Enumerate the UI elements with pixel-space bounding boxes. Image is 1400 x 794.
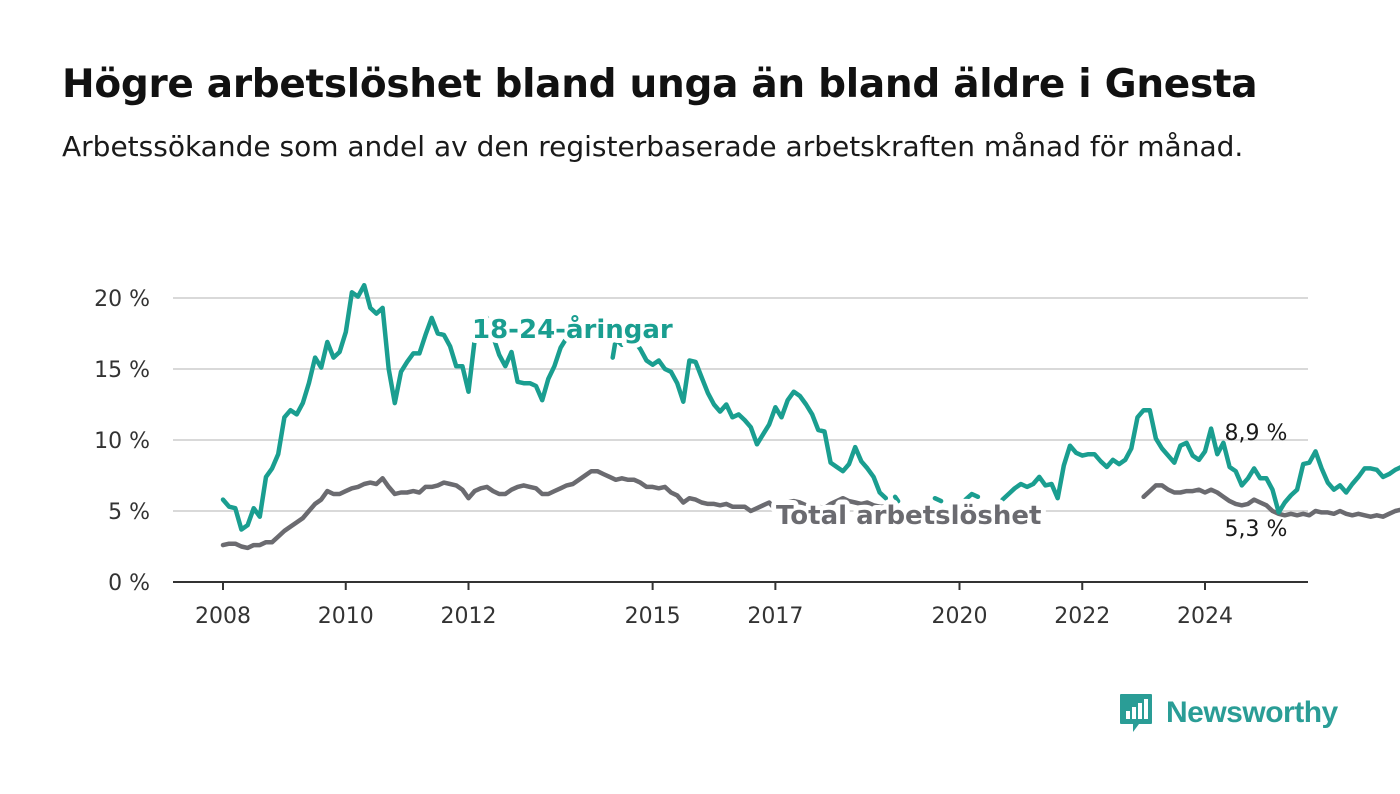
total-end-label: 5,3 % (1225, 517, 1288, 542)
total-series-line (220, 468, 1400, 551)
x-tick-label: 2015 (625, 604, 681, 629)
y-tick-label: 10 % (94, 429, 150, 454)
total-series-label: Total arbetslöshet (776, 501, 1041, 531)
series-labels: 18-24-åringar Total arbetslöshet 8,9 % 5,3 … (467, 308, 1288, 542)
x-tick-label: 2020 (932, 604, 988, 629)
newsworthy-logo-icon (1120, 694, 1152, 732)
x-tick-label: 2024 (1177, 604, 1233, 629)
youth-series-label: 18-24-åringar (472, 313, 673, 345)
x-tick-label: 2010 (318, 604, 374, 629)
y-tick-label: 15 % (94, 358, 150, 383)
x-tick-label: 2022 (1054, 604, 1110, 629)
series-lines (220, 282, 1400, 551)
chart-title: Högre arbetslöshet bland unga än bland ä… (62, 62, 1258, 107)
y-tick-label: 5 % (108, 500, 150, 525)
newsworthy-logo[interactable]: Newsworthy (1118, 690, 1338, 736)
y-tick-label: 20 % (94, 287, 150, 312)
grid-lines (173, 297, 1308, 583)
youth-series-line (220, 282, 1400, 532)
x-tick-label: 2017 (747, 604, 803, 629)
y-axis-ticks: 0 % 5 % 10 % 15 % 20 % (94, 287, 150, 596)
x-axis-ticks: 2008 2010 2012 2015 2017 2020 2022 2024 (195, 582, 1233, 629)
x-tick-label: 2012 (441, 604, 497, 629)
chart-subtitle: Arbetssökande som andel av den registerb… (62, 130, 1244, 163)
brand-name: Newsworthy (1166, 696, 1338, 729)
y-tick-label: 0 % (108, 571, 150, 596)
youth-end-label: 8,9 % (1225, 421, 1288, 446)
x-tick-label: 2008 (195, 604, 251, 629)
